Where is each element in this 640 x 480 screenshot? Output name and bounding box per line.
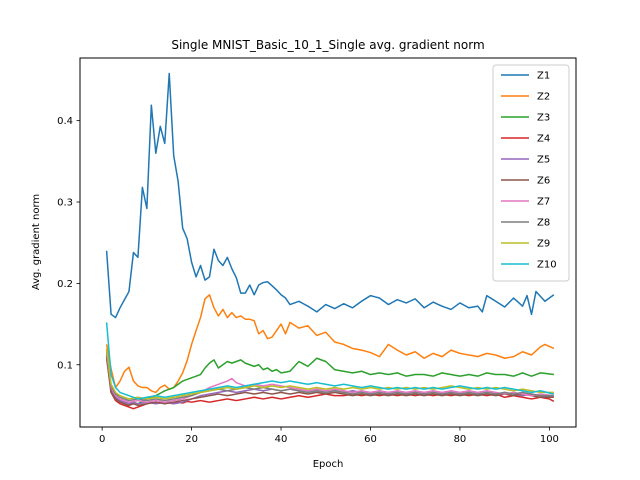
x-tick-label: 80: [454, 434, 467, 445]
series-line-z10: [105, 322, 555, 400]
series-line-z9: [105, 348, 554, 400]
series-line-z1: [105, 72, 555, 319]
series-line-z8: [105, 350, 554, 402]
x-tick-label: 20: [185, 434, 198, 445]
series-line-z7: [105, 352, 554, 403]
legend-label: Z1: [537, 71, 550, 82]
legend-label: Z6: [537, 176, 550, 187]
series-line-z6: [105, 358, 554, 407]
legend-label: Z3: [537, 113, 550, 124]
plot-lines: [105, 72, 555, 410]
x-tick-label: 0: [99, 434, 105, 445]
x-axis-label: Epoch: [313, 459, 344, 470]
legend-label: Z8: [537, 218, 550, 229]
y-axis: 0.1 0.2 0.3 0.4: [57, 116, 80, 371]
y-tick-label: 0.2: [57, 279, 73, 290]
legend-label: Z5: [537, 155, 550, 166]
series-line-z3: [105, 356, 554, 407]
legend-label: Z7: [537, 197, 550, 208]
y-tick-label: 0.3: [57, 198, 73, 209]
series-line-z2: [105, 294, 555, 394]
legend-label: Z10: [537, 260, 557, 271]
axes-frame: [79, 57, 577, 428]
legend-label: Z9: [537, 239, 550, 250]
chart-title: Single MNIST_Basic_10_1_Single avg. grad…: [171, 38, 484, 52]
x-tick-label: 60: [364, 434, 377, 445]
x-tick-label: 100: [540, 434, 559, 445]
y-tick-label: 0.1: [57, 360, 73, 371]
y-tick-label: 0.4: [57, 116, 73, 127]
legend: Z1 Z2 Z3 Z4 Z5 Z6 Z7 Z8 Z9 Z10: [492, 64, 570, 282]
y-axis-label: Avg. gradient norm: [31, 194, 42, 290]
legend-box: [492, 64, 570, 282]
legend-label: Z4: [537, 134, 550, 145]
legend-label: Z2: [537, 92, 550, 103]
x-axis: 0 20 40 60 80 100: [99, 427, 559, 445]
x-tick-label: 40: [275, 434, 288, 445]
